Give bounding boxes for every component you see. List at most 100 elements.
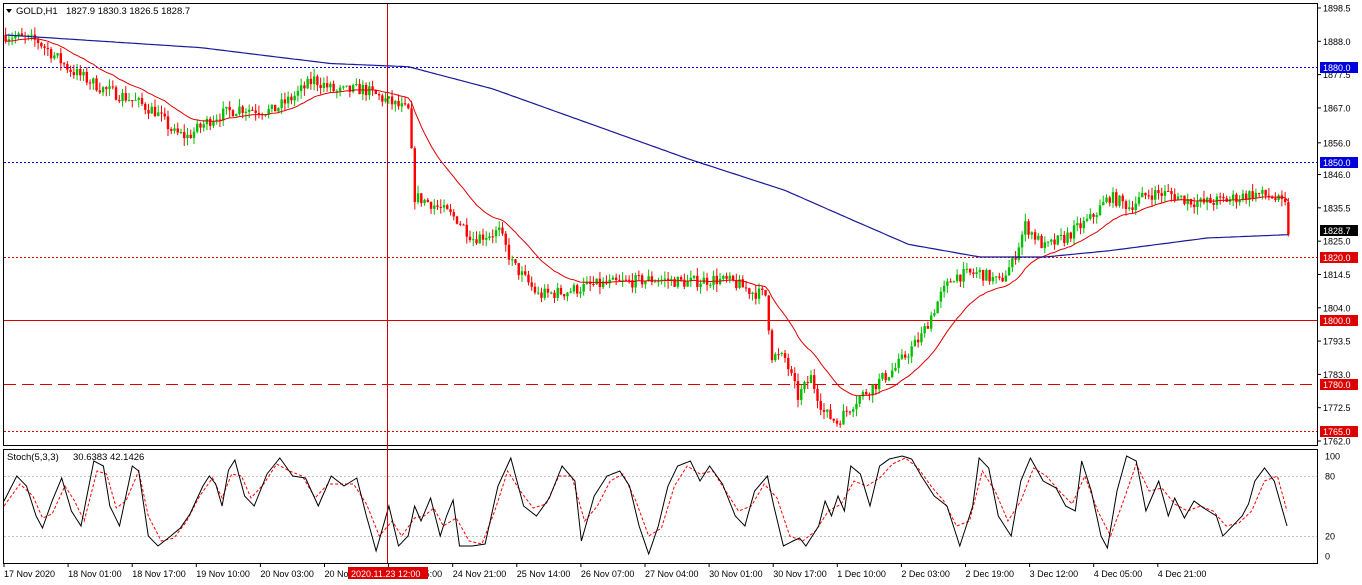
- crosshair-time-tag-bg: [348, 567, 428, 579]
- candle-bear: [407, 104, 410, 109]
- candle-bull: [267, 108, 270, 115]
- candle-bear: [1251, 191, 1254, 199]
- candle-bull: [946, 281, 949, 286]
- candle-bull: [351, 85, 355, 92]
- candle-bear: [426, 199, 429, 203]
- candle-bear: [69, 69, 72, 72]
- candle-bull: [1163, 190, 1167, 196]
- candle-bear: [793, 373, 796, 382]
- candle-bull: [299, 85, 303, 91]
- candle-bull: [1186, 199, 1189, 204]
- price-tick-label: 1814.5: [1323, 270, 1351, 280]
- candle-bull: [1072, 225, 1076, 239]
- candle-bull: [222, 108, 225, 121]
- price-tick-label: 1856.0: [1323, 138, 1351, 148]
- candle-bull: [780, 353, 783, 355]
- candle-bull: [803, 382, 806, 390]
- candle-bull: [800, 389, 803, 400]
- candle-bear: [514, 259, 517, 264]
- candle-bear: [43, 46, 46, 48]
- candle-bear: [1160, 193, 1163, 196]
- candle-bull: [955, 274, 959, 282]
- candle-bear: [241, 106, 244, 113]
- candle-bull: [1248, 191, 1251, 200]
- candle-bull: [608, 279, 611, 284]
- candle-bear: [783, 353, 787, 358]
- candle-bull: [585, 281, 589, 284]
- candle-bull: [579, 291, 582, 294]
- candle-bull: [653, 281, 657, 283]
- candle-bear: [1147, 195, 1150, 197]
- candle-bull: [738, 279, 741, 288]
- candle-bull: [442, 205, 446, 208]
- candle-bear: [1170, 191, 1173, 195]
- candle-bear: [429, 202, 433, 209]
- candle-bear: [903, 354, 907, 358]
- candle-bear: [806, 382, 809, 384]
- time-tick-label: 2 Dec 03:00: [901, 569, 950, 579]
- candle-bull: [621, 279, 624, 281]
- price-tick-label: 1846.0: [1323, 170, 1351, 180]
- candle-bull: [877, 378, 881, 390]
- candle-bear: [767, 295, 770, 331]
- candle-bear: [374, 90, 378, 94]
- candle-bear: [524, 271, 527, 275]
- price-tick-label: 1888.0: [1323, 37, 1351, 47]
- candle-bear: [735, 280, 738, 288]
- candle-bear: [358, 84, 361, 95]
- candle-bear: [452, 212, 455, 217]
- candle-bear: [166, 116, 170, 130]
- candle-bear: [1235, 194, 1238, 203]
- candle-bull: [137, 98, 140, 100]
- candle-bull: [368, 86, 371, 96]
- candle-bull: [712, 275, 715, 285]
- candle-bear: [439, 206, 442, 208]
- candle-bull: [686, 280, 689, 287]
- candle-bull: [173, 128, 176, 131]
- candle-bear: [504, 233, 507, 245]
- candle-bull: [774, 354, 777, 361]
- candle-bull: [566, 292, 569, 297]
- collapse-triangle-icon[interactable]: [6, 9, 12, 13]
- level-price-tags: 1880.0 1850.0 1820.0 1800.0 1780.0 1765.0: [1320, 62, 1358, 437]
- candle-bear: [257, 112, 261, 115]
- candle-bear: [371, 86, 374, 91]
- candle-bull: [498, 227, 501, 231]
- candle-bear: [1063, 235, 1066, 243]
- candle-bull: [900, 354, 904, 359]
- candle-bull: [17, 33, 20, 37]
- price-tick-label: 1804.0: [1323, 303, 1351, 313]
- candle-bull: [1111, 192, 1115, 203]
- candle-bull: [1128, 207, 1131, 209]
- candle-bear: [1212, 203, 1215, 205]
- time-tick-label: 1 Dec 10:00: [837, 569, 886, 579]
- candle-bear: [832, 418, 835, 421]
- candle-bull: [205, 118, 209, 125]
- candle-bull: [322, 83, 326, 89]
- candle-bull: [192, 131, 196, 138]
- stoch-tick-label: 100: [1325, 452, 1340, 462]
- candle-bull: [234, 114, 238, 117]
- candle-bull: [306, 78, 309, 89]
- candle-bull: [1238, 199, 1241, 203]
- ohlc-values: 1827.9 1830.3 1826.5 1828.7: [66, 6, 190, 17]
- candle-bull: [936, 301, 939, 314]
- candle-bear: [540, 292, 543, 298]
- fast-ma-line: [5, 37, 1289, 397]
- level-tag-bg: [1320, 379, 1358, 390]
- candle-bull: [1254, 192, 1258, 199]
- candle-bull: [709, 284, 712, 286]
- candle-bull: [978, 270, 982, 273]
- candle-bear: [163, 113, 166, 117]
- candle-bear: [446, 205, 449, 210]
- candle-bull: [1089, 214, 1092, 219]
- candle-bear: [66, 63, 69, 70]
- candle-bear: [998, 276, 1001, 278]
- candle-bull: [757, 288, 761, 299]
- stoch-values: 30.6383 42.1426: [73, 452, 144, 463]
- candle-bear: [231, 110, 235, 117]
- candle-bull: [549, 292, 553, 294]
- candle-bull: [1046, 241, 1050, 243]
- level-tag-bg: [1320, 426, 1358, 437]
- candle-bear: [176, 128, 179, 133]
